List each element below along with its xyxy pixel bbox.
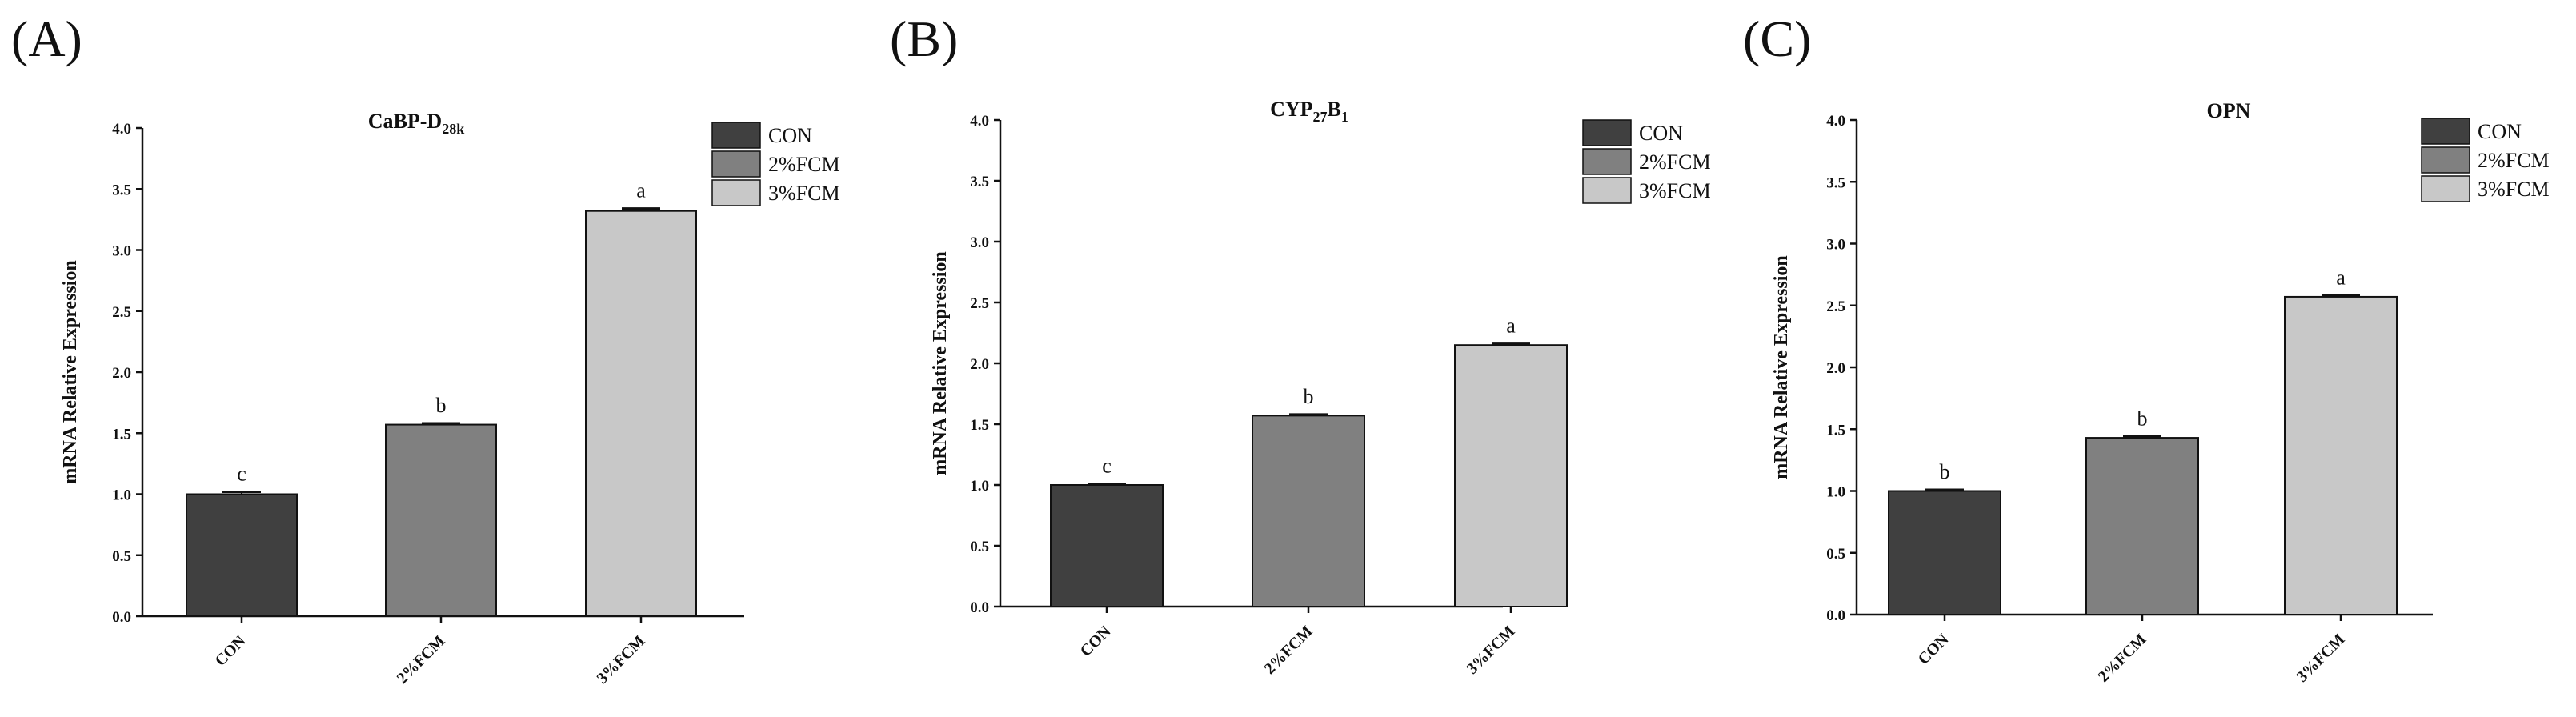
significance-letter: c <box>1102 454 1112 477</box>
x-tick-label: CON <box>1915 631 1953 668</box>
y-axis-label: mRNA Relative Expression <box>1771 255 1792 479</box>
legend-swatch <box>711 122 761 149</box>
y-tick-label: 1.5 <box>970 417 989 434</box>
chart-title: CaBP-D28k <box>368 110 464 137</box>
legend-label: 2%FCM <box>1639 150 1711 174</box>
panel-label: (A) <box>11 10 82 67</box>
chart-panel-2: (B) CYP27B1 0.0 0.5 1.0 1.5 2.0 2.5 3.0 3.5 4.0 mRN… <box>890 10 1711 678</box>
x-tick-label: 3%FCM <box>2294 631 2349 686</box>
y-tick-label: 0.5 <box>112 548 131 565</box>
significance-letter: b <box>2137 407 2148 431</box>
chart-title: CYP27B1 <box>1270 98 1348 125</box>
x-tick-label: CON <box>1077 623 1115 660</box>
legend-label: CON <box>1639 122 1683 145</box>
y-tick-label: 2.0 <box>1826 360 1845 377</box>
y-tick-label: 3.0 <box>970 234 989 251</box>
x-tick-label: 2%FCM <box>2095 631 2150 686</box>
panel-label: (B) <box>890 10 958 67</box>
y-tick-label: 3.5 <box>970 174 989 190</box>
legend-swatch <box>2421 175 2470 202</box>
bar-2pctfcm <box>1252 415 1365 607</box>
x-tick-label: 2%FCM <box>394 632 449 687</box>
legend-label: 3%FCM <box>1639 179 1711 202</box>
bar-3pctfcm <box>1454 344 1568 607</box>
legend-label: 3%FCM <box>2478 178 2550 201</box>
y-tick-label: 4.0 <box>970 113 989 130</box>
legend-swatch <box>1582 177 1632 204</box>
y-axis-label: mRNA Relative Expression <box>60 260 81 484</box>
y-tick-label: 1.0 <box>970 478 989 495</box>
bar-con <box>1050 484 1164 607</box>
y-tick-label: 4.0 <box>112 121 131 138</box>
y-tick-label: 0.5 <box>1826 546 1845 563</box>
bar-con <box>1888 490 2001 615</box>
legend-swatch <box>2421 146 2470 174</box>
x-tick-label: 3%FCM <box>594 632 649 687</box>
legend-label: 3%FCM <box>768 182 840 205</box>
y-tick-label: 3.5 <box>1826 174 1845 191</box>
legend-swatch <box>2421 118 2470 145</box>
significance-letter: a <box>636 179 646 202</box>
legend-label: 2%FCM <box>2478 149 2550 172</box>
y-tick-label: 2.0 <box>112 365 131 382</box>
y-tick-label: 1.5 <box>1826 422 1845 439</box>
bar-3pctfcm <box>585 210 697 617</box>
y-tick-label: 2.5 <box>970 295 989 312</box>
bar-con <box>186 493 298 617</box>
bar-2pctfcm <box>385 423 497 618</box>
y-tick-label: 1.0 <box>1826 484 1845 501</box>
x-tick-label: 3%FCM <box>1464 623 1519 678</box>
y-tick-label: 0.0 <box>970 599 989 616</box>
significance-letter: c <box>237 462 246 485</box>
significance-letter: b <box>1304 385 1314 408</box>
legend-swatch <box>1582 119 1632 146</box>
significance-letter: b <box>1940 460 1950 483</box>
x-tick-label: CON <box>212 632 250 670</box>
bar-3pctfcm <box>2284 295 2398 615</box>
significance-letter: b <box>436 394 447 417</box>
bar-2pctfcm <box>2085 437 2199 615</box>
significance-letter: a <box>1506 314 1516 338</box>
chart-title: OPN <box>2207 99 2251 122</box>
y-tick-label: 1.0 <box>112 487 131 504</box>
y-tick-label: 2.5 <box>112 304 131 321</box>
y-tick-label: 3.5 <box>112 182 131 198</box>
y-tick-label: 2.5 <box>1826 298 1845 315</box>
x-tick-label: 2%FCM <box>1261 623 1316 678</box>
legend-swatch <box>711 150 761 178</box>
legend-label: CON <box>768 124 812 147</box>
chart-panel-1: (A) CaBP-D28k 0.0 0.5 1.0 1.5 2.0 2.5 3.0 3.5 4.0 m… <box>11 10 840 687</box>
significance-letter: a <box>2336 266 2346 289</box>
panel-label: (C) <box>1743 10 1811 67</box>
y-tick-label: 4.0 <box>1826 113 1845 130</box>
y-tick-label: 0.0 <box>1826 607 1845 624</box>
y-tick-label: 3.0 <box>1826 237 1845 254</box>
legend-label: CON <box>2478 120 2522 143</box>
legend-label: 2%FCM <box>768 153 840 176</box>
y-tick-label: 3.0 <box>112 243 131 260</box>
legend-swatch <box>1582 148 1632 175</box>
legend-swatch <box>711 179 761 206</box>
y-tick-label: 1.5 <box>112 426 131 443</box>
y-tick-label: 0.5 <box>970 539 989 555</box>
y-axis-label: mRNA Relative Expression <box>930 251 951 475</box>
chart-panel-3: (C) OPN 0.0 0.5 1.0 1.5 2.0 2.5 3.0 3.5 4.0 mRNA Re… <box>1743 10 2550 686</box>
y-tick-label: 0.0 <box>112 609 131 626</box>
y-tick-label: 2.0 <box>970 356 989 373</box>
